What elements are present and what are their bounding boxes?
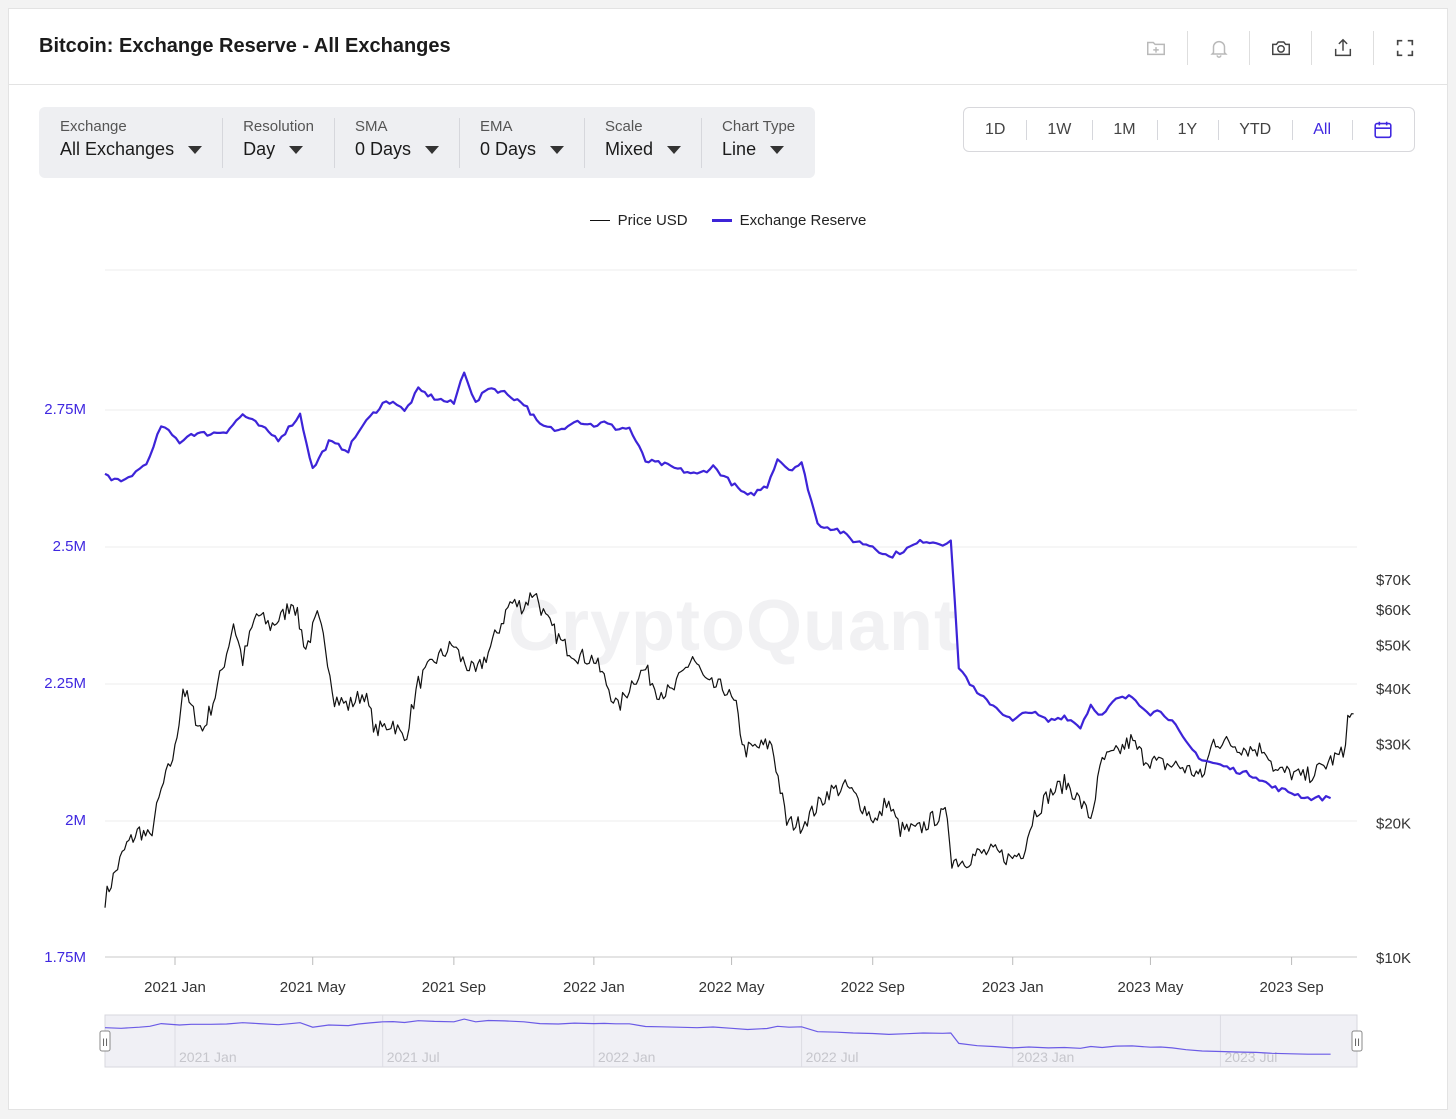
y-right-tick-label: $30K xyxy=(1376,737,1411,754)
chart-title: Bitcoin: Exchange Reserve - All Exchange… xyxy=(39,35,451,57)
x-tick-label: 2023 Sep xyxy=(1259,979,1323,996)
y-right-tick-label: $10K xyxy=(1376,950,1411,967)
y-left-tick-label: 1.75M xyxy=(44,949,86,966)
range-1m-button[interactable]: 1M xyxy=(1092,119,1156,141)
chart-card: Bitcoin: Exchange Reserve - All Exchange… xyxy=(8,8,1448,1110)
price-usd-line xyxy=(104,592,1354,908)
y-left-tick-label: 2.5M xyxy=(53,538,86,555)
chart-type-filter[interactable]: Chart Type Line xyxy=(701,107,815,178)
x-tick-label: 2021 May xyxy=(280,979,346,996)
time-range-selector: 1D 1W 1M 1Y YTD All xyxy=(962,107,1415,152)
filter-value: Mixed xyxy=(605,139,654,159)
navigator-reserve-line xyxy=(104,1018,1331,1055)
caret-down-icon xyxy=(770,145,785,154)
scale-filter[interactable]: Scale Mixed xyxy=(584,107,701,178)
y-left-tick-label: 2.25M xyxy=(44,675,86,692)
legend-swatch xyxy=(589,219,610,222)
legend-item-price[interactable]: Price USD xyxy=(589,212,688,229)
filter-label: Resolution xyxy=(243,118,314,135)
x-tick-label: 2022 May xyxy=(699,979,765,996)
caret-down-icon xyxy=(425,145,439,154)
y-right-tick-label: $60K xyxy=(1376,602,1411,619)
x-tick-label: 2021 Sep xyxy=(422,979,486,996)
filter-value: Line xyxy=(722,139,757,159)
x-tick-label: 2022 Jan xyxy=(563,979,625,996)
legend-label: Exchange Reserve xyxy=(739,212,867,229)
caret-down-icon xyxy=(289,145,304,154)
y-right-tick-label: $20K xyxy=(1376,815,1411,832)
x-tick-label: 2021 Jan xyxy=(144,979,206,996)
range-1y-button[interactable]: 1Y xyxy=(1156,119,1219,141)
legend-swatch xyxy=(711,219,732,222)
filter-label: Scale xyxy=(605,118,643,135)
navigator-label: 2022 Jan xyxy=(598,1049,656,1065)
navigator-handle-grip: II xyxy=(102,1037,108,1049)
filter-value: 0 Days xyxy=(354,139,411,159)
share-icon[interactable] xyxy=(1311,31,1373,65)
camera-icon[interactable] xyxy=(1249,31,1311,65)
bell-icon[interactable] xyxy=(1187,31,1249,65)
y-right-tick-label: $50K xyxy=(1376,638,1411,655)
exchange-filter[interactable]: Exchange All Exchanges xyxy=(39,107,222,178)
caret-down-icon xyxy=(550,145,565,154)
navigator-window xyxy=(104,1014,1358,1068)
resolution-filter[interactable]: Resolution Day xyxy=(222,107,334,178)
filter-label: EMA xyxy=(480,118,513,135)
y-right-tick-label: $70K xyxy=(1376,572,1411,589)
navigator-label: 2021 Jul xyxy=(387,1049,440,1065)
navigator-label: 2023 Jan xyxy=(1017,1049,1075,1065)
navigator-handle-grip: II xyxy=(1354,1037,1360,1049)
fullscreen-icon[interactable] xyxy=(1373,31,1435,65)
range-1d-button[interactable]: 1D xyxy=(984,120,1006,138)
navigator-right-handle[interactable] xyxy=(1351,1030,1363,1052)
caret-down-icon xyxy=(188,145,203,154)
ema-filter[interactable]: EMA 0 Days xyxy=(459,107,584,178)
filter-value: Day xyxy=(243,139,276,159)
header-toolbar xyxy=(1125,31,1435,65)
chart-legend: Price USD Exchange Reserve xyxy=(0,212,1456,229)
sma-filter[interactable]: SMA 0 Days xyxy=(333,107,459,178)
x-tick-label: 2023 May xyxy=(1117,979,1183,996)
card-header: Bitcoin: Exchange Reserve - All Exchange… xyxy=(9,9,1447,85)
filter-value: 0 Days xyxy=(480,139,537,159)
caret-down-icon xyxy=(667,145,682,154)
folder-plus-icon[interactable] xyxy=(1125,31,1187,65)
range-1w-button[interactable]: 1W xyxy=(1026,119,1092,141)
range-ytd-button[interactable]: YTD xyxy=(1218,119,1292,141)
exchange-reserve-line xyxy=(104,371,1332,802)
legend-label: Price USD xyxy=(617,212,688,229)
navigator-label: 2021 Jan xyxy=(179,1049,237,1065)
filter-bar: Exchange All Exchanges Resolution Day SM… xyxy=(39,107,816,178)
y-right-tick-label: $40K xyxy=(1376,681,1411,698)
filter-label: Exchange xyxy=(60,118,127,135)
navigator-left-handle[interactable] xyxy=(99,1030,111,1052)
range-all-button[interactable]: All xyxy=(1292,119,1352,141)
filter-label: SMA xyxy=(354,118,388,135)
filter-label: Chart Type xyxy=(722,118,796,135)
legend-item-reserve[interactable]: Exchange Reserve xyxy=(711,212,867,229)
y-left-tick-label: 2.75M xyxy=(44,401,86,418)
x-tick-label: 2022 Sep xyxy=(841,979,905,996)
navigator-label: 2022 Jul xyxy=(806,1049,859,1065)
x-tick-label: 2023 Jan xyxy=(982,979,1044,996)
filter-value: All Exchanges xyxy=(60,139,175,159)
calendar-icon[interactable] xyxy=(1352,119,1414,141)
y-left-tick-label: 2M xyxy=(65,812,86,829)
